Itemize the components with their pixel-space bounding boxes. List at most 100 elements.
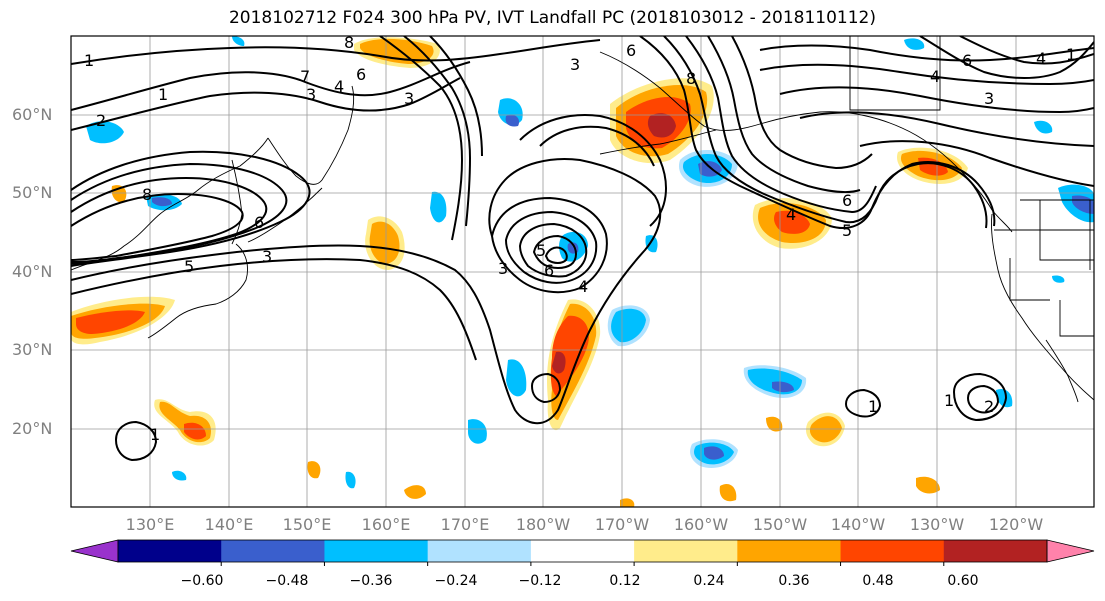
colorbar-segment [221,540,325,562]
map-frame [70,35,1095,508]
longitude-label: 150°W [752,515,808,534]
contour-label: 5 [536,241,546,260]
positive-anomaly-patch [647,113,676,138]
contour-label: 6 [842,191,852,210]
negative-anomaly-patch [505,114,520,127]
contour-label: 3 [984,89,994,108]
longitude-label: 130°W [909,515,965,534]
negative-anomaly-patch [430,191,447,223]
pv-contour [490,196,608,294]
positive-anomaly-patch [774,210,810,234]
west-coast-north-america [991,213,1094,401]
pv-contours [71,36,1094,462]
pv-contour [71,61,471,111]
positive-anomaly-patch [184,422,206,440]
negative-anomaly-patch [904,38,925,50]
pv-contour [530,372,562,404]
ivt-pc-shading [71,36,1094,507]
contour-label: 1 [944,391,954,410]
positive-anomaly-patch [620,498,635,507]
colorbar-segment [634,540,738,562]
coastlines [71,36,1094,403]
contour-label: 1 [1066,45,1076,64]
colorbar-segment [530,540,635,562]
negative-anomaly-patch [468,419,487,444]
negative-anomaly-patch [172,470,187,481]
kamchatka-coast [267,85,355,185]
pv-contour [544,246,568,264]
colorbar-tick-label: −0.12 [518,573,562,589]
alaska-coastline [599,51,1013,233]
pv-contour [71,192,244,261]
contour-label: 8 [344,33,354,52]
pv-contour [959,36,1094,65]
longitude-label: 130°E [125,515,175,534]
contour-label-group: 1 2 1 3 4 7 6 8 8 6 5 3 3 3 6 8 3 5 6 4 … [84,33,1076,444]
pv-contour [504,210,598,284]
contour-label: 5 [184,257,194,276]
colorbar-tick-label: −0.60 [180,573,224,589]
latitude-label: 60°N [12,105,53,124]
pv-contour [731,36,873,170]
pv-contour [966,384,1000,414]
contour-label: 1 [84,51,94,70]
longitude-label: 160°E [361,515,411,534]
baja-coast [1045,339,1079,403]
longitude-label: 140°W [830,515,886,534]
contour-label: 3 [498,259,508,278]
colorbar-tick-label: 0.60 [947,573,979,589]
colorbar-tick-label: −0.36 [349,573,393,589]
colorbar-segment [840,540,945,562]
pv-contour [663,36,988,229]
colorbar-tick-label: 0.12 [609,573,641,589]
negative-anomaly-patch [996,388,1013,408]
latitude-label: 40°N [12,262,53,281]
pv-contour [71,158,662,425]
contour-label: 2 [984,397,994,416]
negative-anomaly-patch [1034,120,1053,134]
pv-contour [639,36,996,229]
colorbar-tick-label: 0.48 [862,573,894,589]
longitude-label: 140°E [204,515,254,534]
negative-anomaly-patch [86,121,124,144]
contour-label: 1 [868,397,878,416]
longitude-label: 170°W [594,515,650,534]
positive-anomaly-patch [369,221,400,264]
pv-contour [779,86,1094,114]
positive-anomaly-patch [766,416,783,432]
pv-contour [519,114,667,227]
contour-label: 1 [150,425,160,444]
contour-label: 1 [158,85,168,104]
pv-contour [114,420,158,462]
pv-contour [859,140,1094,187]
longitude-label: 120°W [988,515,1044,534]
colorbar-segment [118,540,222,562]
negative-anomaly-patch [704,446,724,460]
pv-contour [71,39,601,65]
longitude-label: 150°E [282,515,332,534]
pv-contour [844,388,882,418]
longitude-label: 180°W [515,515,571,534]
contour-label: 6 [962,51,972,70]
pv-contour [379,36,464,241]
pv-contour [759,44,1094,62]
colorbar [70,539,1095,566]
map-title: 2018102712 F024 300 hPa PV, IVT Landfall… [228,8,876,28]
graticule [71,36,1094,507]
contour-label: 6 [544,261,554,280]
pv-contour [685,36,877,214]
negative-anomaly-patch [152,197,172,207]
negative-anomaly-patch [345,471,356,489]
colorbar-extend-min [70,539,119,563]
colorbar-segment [737,540,842,562]
latitude-label: 20°N [12,419,53,438]
aleutian-chain [599,129,717,155]
contour-label: 8 [142,185,152,204]
contour-label: 7 [300,67,310,86]
positive-anomaly-patch [76,310,145,334]
colorbar-segment [943,540,1048,562]
contour-label: 3 [404,89,414,108]
contour-label: 3 [306,85,316,104]
colorbar-segment [324,540,429,562]
